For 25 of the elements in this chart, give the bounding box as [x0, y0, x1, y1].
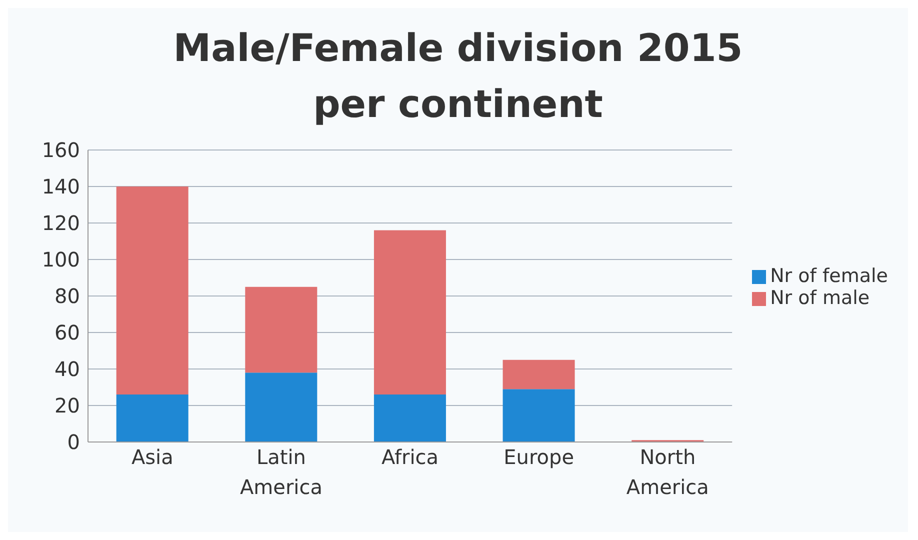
x-tick-label: Asia: [131, 445, 174, 469]
y-tick-label: 140: [42, 174, 80, 199]
y-tick-label: 160: [42, 138, 80, 162]
x-tick-label: Europe: [504, 445, 574, 469]
y-tick-label: 0: [67, 430, 80, 454]
x-tick-label: Africa: [382, 445, 439, 469]
bar: [116, 394, 188, 442]
bar: [374, 394, 446, 442]
legend-label: Nr of female: [770, 265, 888, 287]
y-tick-label: 60: [54, 320, 80, 345]
y-tick-label: 100: [42, 248, 80, 272]
y-tick-label: 120: [42, 211, 80, 236]
bar: [502, 360, 575, 390]
bar: [245, 372, 318, 442]
y-tick-label: 20: [54, 394, 80, 418]
bar: [502, 389, 575, 442]
chart-title: Male/Female division 2015 per continent: [172, 25, 744, 128]
x-tick-label: North America: [626, 445, 709, 499]
bar: [374, 230, 446, 395]
x-tick-label: Latin America: [240, 445, 322, 499]
y-tick-label: 40: [54, 357, 80, 382]
legend-label: Nr of male: [770, 287, 870, 309]
bar: [245, 286, 318, 373]
bar: [116, 186, 188, 395]
y-tick-label: 80: [54, 284, 80, 308]
